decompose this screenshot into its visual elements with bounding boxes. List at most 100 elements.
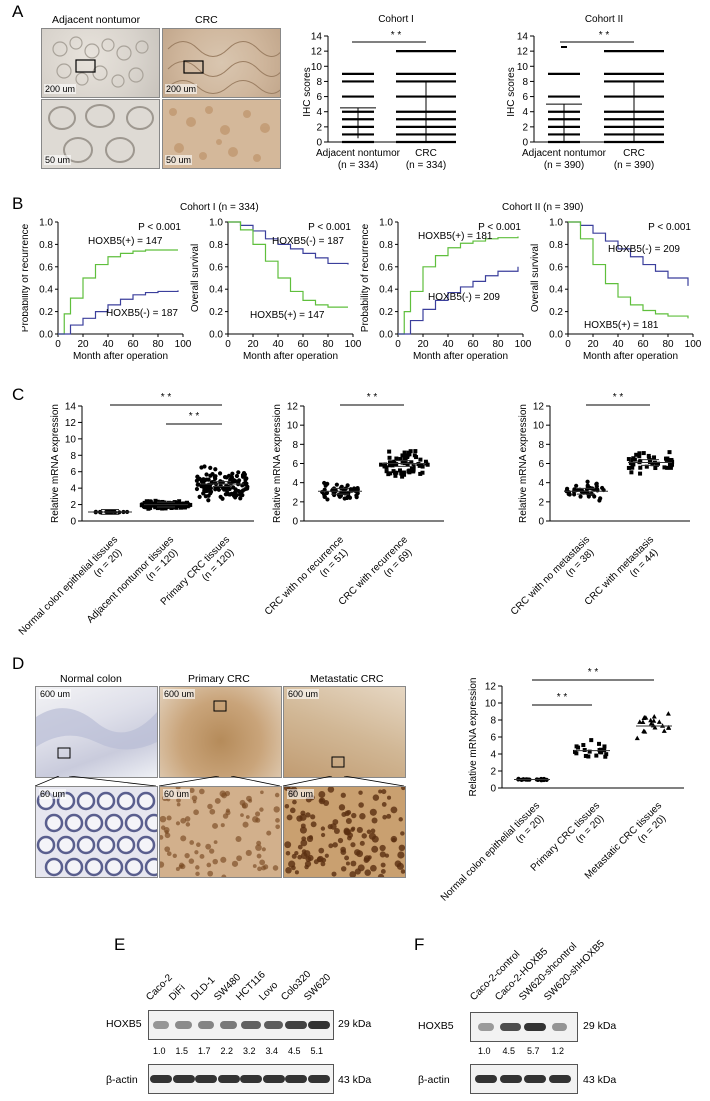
data-point bbox=[169, 506, 174, 511]
cohort1-title: Cohort I bbox=[378, 14, 414, 25]
cohort2-title: Cohort II bbox=[585, 14, 623, 25]
nucleus bbox=[289, 807, 296, 814]
data-point bbox=[641, 714, 647, 720]
nucleus bbox=[231, 860, 239, 867]
km-plot: 0.0 0.2 0.4 0.6 0.8 1.0 0 20 40 60 80 100 Month afte… bbox=[22, 218, 192, 363]
y-tick-label: 6 bbox=[522, 92, 528, 103]
data-point bbox=[626, 457, 631, 462]
data-point bbox=[194, 486, 200, 492]
nucleus bbox=[214, 797, 221, 804]
y-tick-label: 0.6 bbox=[209, 262, 223, 273]
y-tick-label: 0.4 bbox=[209, 285, 223, 296]
nucleus bbox=[263, 864, 269, 870]
nucleus bbox=[242, 821, 249, 828]
data-point bbox=[586, 494, 591, 499]
y-tick-label: 10 bbox=[533, 421, 545, 432]
crypt bbox=[76, 835, 96, 855]
tissue-texture bbox=[331, 756, 345, 768]
tissue-texture bbox=[167, 41, 280, 94]
nucleus bbox=[333, 827, 340, 834]
nucleus bbox=[367, 855, 372, 860]
actin-band bbox=[217, 1075, 240, 1083]
actin-band bbox=[548, 1075, 571, 1083]
nucleus bbox=[358, 802, 364, 808]
tissue-texture bbox=[36, 791, 157, 877]
y-tick-label: 10 bbox=[65, 434, 77, 445]
data-point bbox=[208, 465, 213, 470]
nucleus bbox=[390, 806, 398, 814]
quant-value: 1.2 bbox=[551, 1046, 565, 1056]
nucleus bbox=[164, 832, 171, 839]
kda-label: 43 kDa bbox=[338, 1074, 372, 1086]
data-point bbox=[195, 474, 200, 479]
nucleus bbox=[274, 792, 280, 798]
nucleus bbox=[195, 871, 200, 877]
data-point bbox=[573, 749, 578, 754]
y-tick-label: 0 bbox=[490, 784, 496, 795]
y-tick-label: 8 bbox=[490, 716, 496, 727]
tissue-texture bbox=[48, 104, 154, 163]
hoxb5-band bbox=[285, 1021, 307, 1029]
crypt bbox=[124, 857, 144, 877]
data-point bbox=[668, 465, 673, 470]
x-tick-label: 0 bbox=[395, 339, 401, 350]
ylabel-ihc: IHC scores bbox=[302, 67, 313, 116]
dot-plot: 0 2 4 6 8 10 12 Relative mRNA expression * * bbox=[518, 392, 690, 528]
nucleus bbox=[272, 865, 279, 871]
data-point bbox=[399, 471, 404, 476]
nucleus bbox=[172, 853, 177, 858]
nucleus bbox=[255, 811, 261, 817]
image-label-crc: CRC bbox=[195, 14, 218, 26]
scale-label: 200 um bbox=[44, 84, 77, 94]
nucleus bbox=[358, 790, 363, 795]
nucleus bbox=[220, 856, 227, 863]
data-point bbox=[402, 450, 407, 455]
nucleus bbox=[184, 816, 191, 822]
panel-a-ihc-charts: Cohort I IHC scores 0 2 4 6 8 10 12 14 * * Adja… bbox=[302, 14, 664, 171]
y-tick-label: 0.4 bbox=[39, 285, 53, 296]
data-point bbox=[667, 450, 672, 455]
nucleus bbox=[400, 831, 405, 836]
nucleus bbox=[354, 849, 361, 856]
hoxb5-band bbox=[241, 1021, 261, 1029]
nucleus bbox=[380, 869, 386, 874]
data-point bbox=[647, 456, 652, 461]
cohort2-n-2: (n = 390) bbox=[614, 160, 654, 171]
nucleus bbox=[369, 808, 377, 816]
scale-label: 200 um bbox=[165, 84, 198, 94]
cohort1-axis: 0 2 4 6 8 10 12 14 bbox=[311, 32, 448, 149]
nucleus bbox=[176, 797, 181, 803]
data-point bbox=[388, 460, 393, 465]
y-tick-label: 10 bbox=[311, 62, 323, 73]
sig-cohort2: * * bbox=[599, 30, 610, 41]
series-label: HOXB5(+) = 181 bbox=[584, 320, 659, 331]
p-value: P < 0.001 bbox=[478, 222, 521, 233]
data-point bbox=[354, 488, 359, 493]
km-series-line bbox=[58, 249, 178, 335]
hoxb5-band bbox=[307, 1021, 330, 1029]
data-point bbox=[630, 465, 635, 470]
row-label-hoxb5: HOXB5 bbox=[418, 1020, 454, 1032]
data-point bbox=[243, 480, 248, 485]
x-axis-label: Month after operation bbox=[73, 351, 168, 362]
data-point bbox=[578, 494, 583, 499]
data-point bbox=[406, 450, 411, 455]
nucleus bbox=[324, 853, 329, 858]
series-label: HOXB5(-) = 187 bbox=[106, 308, 178, 319]
data-point bbox=[194, 478, 200, 483]
x-tick-label: 20 bbox=[77, 339, 89, 350]
group-label: Normal colon epithelial tissues(n = 20) bbox=[439, 800, 551, 903]
data-point bbox=[199, 483, 204, 489]
x-tick-label: 100 bbox=[345, 339, 362, 350]
nucleus bbox=[275, 818, 280, 823]
micrograph-adjacent-low: 200 um bbox=[41, 28, 160, 98]
scale-label: 60 um bbox=[287, 789, 315, 799]
y-tick-label: 12 bbox=[517, 47, 529, 58]
label-line: Normal colon epithelial tissues bbox=[17, 534, 120, 637]
data-point bbox=[179, 501, 184, 506]
label-line: CRC with no metastasis bbox=[509, 534, 592, 617]
data-point bbox=[384, 469, 389, 474]
nucleus bbox=[382, 814, 387, 820]
cohort2-group-1: Adjacent nontumor bbox=[522, 148, 607, 159]
nucleus bbox=[319, 798, 324, 803]
